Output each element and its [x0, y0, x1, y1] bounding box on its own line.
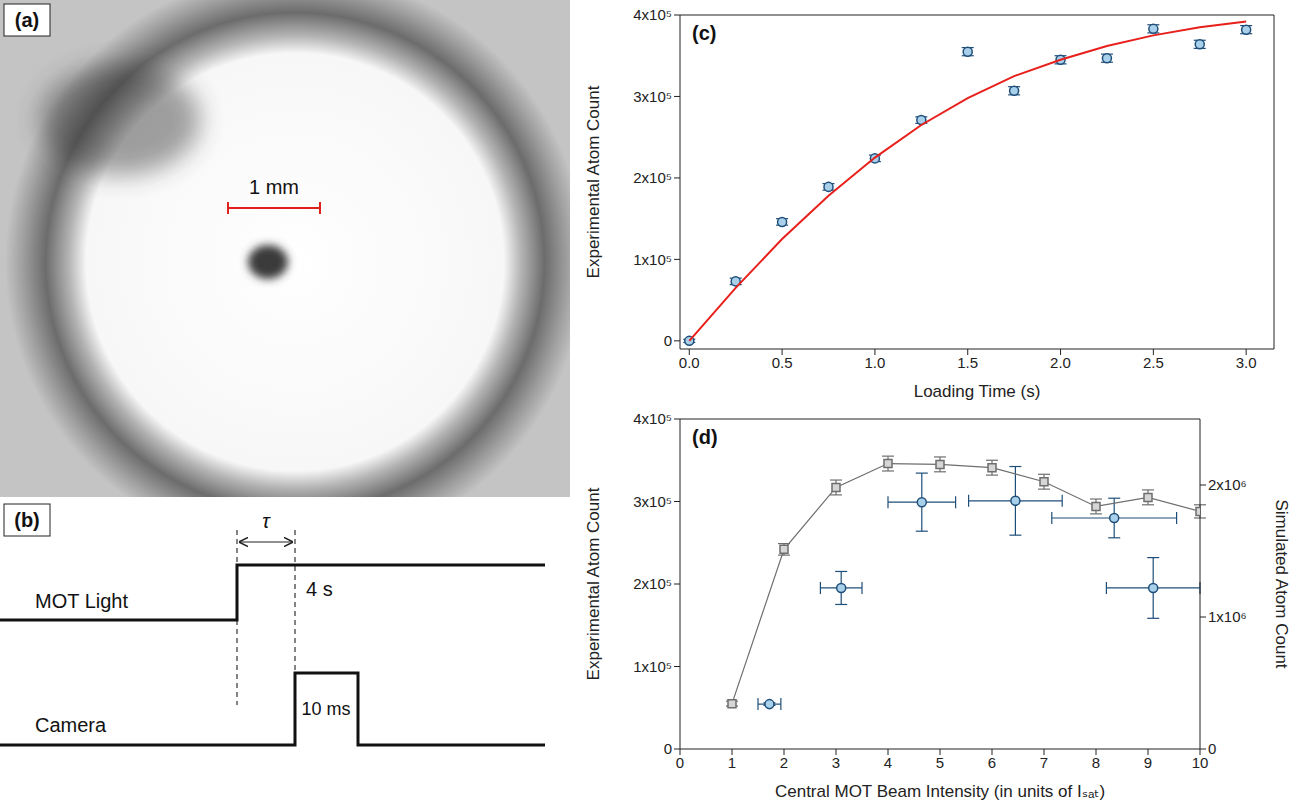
html-text:(d): (d) — [692, 426, 718, 448]
svg-text:1: 1 — [728, 754, 736, 771]
svg-text:2.0: 2.0 — [1050, 354, 1071, 371]
svg-text:1.0: 1.0 — [864, 354, 885, 371]
svg-text:2x10⁵: 2x10⁵ — [633, 169, 672, 186]
svg-text:2x10⁶: 2x10⁶ — [1208, 476, 1247, 493]
svg-text:τ: τ — [262, 510, 271, 532]
svg-text:3x10⁵: 3x10⁵ — [633, 493, 672, 510]
svg-text:Simulated Atom Count: Simulated Atom Count — [1272, 499, 1291, 668]
svg-text:0: 0 — [664, 332, 672, 349]
svg-text:8: 8 — [1092, 754, 1100, 771]
svg-text:10: 10 — [1192, 754, 1209, 771]
svg-text:1 mm: 1 mm — [249, 176, 299, 198]
svg-text:(a): (a) — [15, 9, 39, 31]
svg-text:0: 0 — [676, 754, 684, 771]
svg-text:4 s: 4 s — [306, 578, 333, 600]
svg-text:1x10⁵: 1x10⁵ — [633, 658, 672, 675]
svg-text:4x10⁵: 4x10⁵ — [633, 410, 672, 427]
svg-text:0: 0 — [664, 740, 672, 757]
svg-text:1x10⁵: 1x10⁵ — [633, 251, 672, 268]
svg-text:(b): (b) — [14, 509, 40, 531]
svg-text:Loading Time (s): Loading Time (s) — [914, 382, 1041, 401]
svg-text:MOT Light: MOT Light — [35, 590, 128, 612]
svg-text:Camera: Camera — [35, 714, 107, 736]
svg-text:7: 7 — [1040, 754, 1048, 771]
svg-text:0: 0 — [1208, 740, 1216, 757]
svg-text:2: 2 — [780, 754, 788, 771]
svg-text:Central MOT Beam Intensity (in: Central MOT Beam Intensity (in units of … — [775, 782, 1105, 801]
svg-text:10 ms: 10 ms — [301, 699, 350, 719]
svg-text:0.0: 0.0 — [679, 354, 700, 371]
svg-text:Experimental Atom Count: Experimental Atom Count — [584, 85, 603, 278]
svg-text:0.5: 0.5 — [772, 354, 793, 371]
svg-text:6: 6 — [988, 754, 996, 771]
svg-text:1.5: 1.5 — [957, 354, 978, 371]
svg-text:3.0: 3.0 — [1236, 354, 1257, 371]
svg-text:2.5: 2.5 — [1143, 354, 1164, 371]
svg-text:4: 4 — [884, 754, 892, 771]
html-text:(c): (c) — [692, 22, 717, 44]
svg-text:4x10⁵: 4x10⁵ — [633, 6, 672, 23]
svg-text:1x10⁶: 1x10⁶ — [1208, 608, 1247, 625]
svg-text:2x10⁵: 2x10⁵ — [633, 575, 672, 592]
svg-text:Experimental Atom Count: Experimental Atom Count — [584, 487, 603, 680]
svg-text:3: 3 — [832, 754, 840, 771]
svg-text:5: 5 — [936, 754, 944, 771]
svg-text:9: 9 — [1144, 754, 1152, 771]
svg-text:3x10⁵: 3x10⁵ — [633, 88, 672, 105]
